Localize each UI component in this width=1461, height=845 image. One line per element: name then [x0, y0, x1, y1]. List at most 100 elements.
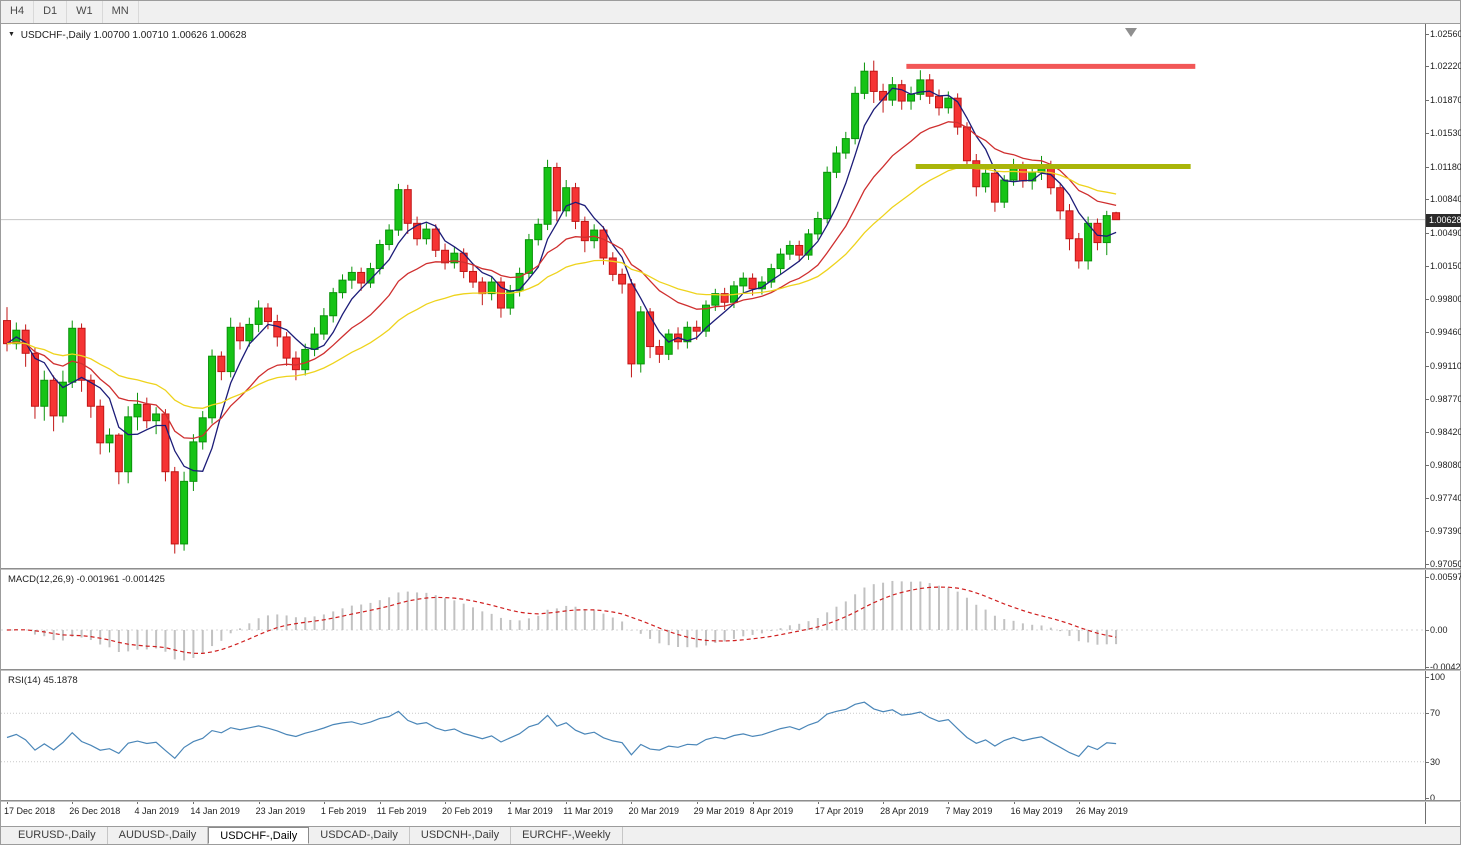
- date-axis-tick: [883, 801, 885, 804]
- price-axis-tick: [1425, 365, 1429, 367]
- chart-title: ▼ USDCHF-,Daily 1.00700 1.00710 1.00626 …: [8, 30, 246, 41]
- chart-tab-bar: EURUSD-,Daily AUDUSD-,Daily USDCHF-,Daily U…: [1, 826, 1460, 844]
- date-axis-tick: [193, 801, 195, 804]
- price-axis-label: 0.98080: [1430, 459, 1461, 470]
- price-axis-label: 0.97740: [1430, 492, 1461, 503]
- date-axis-label: 1 Feb 2019: [320, 806, 367, 816]
- price-axis-tick: [1425, 166, 1429, 168]
- price-axis-label: 0.97050: [1430, 559, 1461, 570]
- macd-axis-tick: [1425, 667, 1429, 668]
- rsi-indicator-label: RSI(14) 45.1878: [8, 675, 78, 686]
- price-axis-tick: [1425, 531, 1429, 533]
- price-axis-tick: [1425, 132, 1429, 134]
- price-axis-label: 1.02220: [1430, 61, 1461, 72]
- date-axis-tick: [752, 801, 754, 804]
- price-axis-label: 0.99800: [1430, 294, 1461, 305]
- macd-axis-label: 0.00597: [1430, 571, 1461, 582]
- ohlc-values: 1.00700 1.00710 1.00626 1.00628: [93, 30, 247, 41]
- date-axis-label: 8 Apr 2019: [749, 806, 794, 816]
- collapse-arrow-icon[interactable]: ▼: [8, 31, 15, 38]
- date-axis-tick: [7, 801, 8, 804]
- price-axis-tick: [1425, 265, 1429, 267]
- macd-axis-label: 0.00: [1430, 625, 1448, 635]
- timeframe-button-h4[interactable]: H4: [1, 1, 35, 23]
- rsi-axis-tick: [1425, 761, 1429, 763]
- date-axis-tick: [566, 801, 568, 804]
- tab-audusd-daily[interactable]: AUDUSD-,Daily: [108, 827, 209, 844]
- date-axis-tick: [631, 801, 633, 804]
- time-axis[interactable]: 17 Dec 2018 26 Dec 2018 4 Jan 2019 14 Jan 2…: [1, 800, 1425, 828]
- rsi-axis-tick: [1425, 798, 1429, 799]
- tab-usdcad-daily[interactable]: USDCAD-,Daily: [309, 827, 410, 844]
- date-axis-label: 29 Mar 2019: [693, 806, 745, 816]
- price-axis-label: 1.00840: [1430, 194, 1461, 205]
- axis-divider: [1425, 24, 1426, 824]
- macd-signal-value: -0.001425: [122, 574, 165, 585]
- date-axis-label: 7 May 2019: [945, 806, 993, 816]
- price-axis-tick: [1425, 100, 1429, 102]
- rsi-axis-tick: [1425, 713, 1429, 715]
- price-axis-label: 0.97390: [1430, 526, 1461, 537]
- timeframe-button-d1[interactable]: D1: [34, 1, 68, 23]
- date-axis-tick: [817, 801, 819, 804]
- price-axis-tick: [1425, 464, 1429, 466]
- date-axis-tick: [1078, 801, 1080, 804]
- rsi-value: 45.1878: [43, 675, 78, 686]
- date-axis-label: 11 Feb 2019: [376, 806, 427, 816]
- date-axis-label: 23 Jan 2019: [255, 806, 306, 816]
- price-axis-label: 1.00150: [1430, 260, 1461, 271]
- date-axis-tick: [379, 801, 381, 804]
- date-axis-label: 26 May 2019: [1075, 806, 1128, 816]
- rsi-axis-tick: [1425, 677, 1429, 678]
- date-axis-label: 17 Dec 2018: [4, 806, 56, 816]
- tab-usdcnh-daily[interactable]: USDCNH-,Daily: [410, 827, 512, 844]
- macd-axis-tick: [1425, 576, 1429, 578]
- tab-eurusd-daily[interactable]: EURUSD-,Daily: [7, 827, 108, 844]
- macd-axis-label: -0.004243: [1430, 662, 1461, 672]
- rsi-axis-label: 30: [1430, 756, 1441, 767]
- date-axis-label: 20 Feb 2019: [442, 806, 493, 816]
- price-axis-tick: [1425, 432, 1429, 434]
- rsi-name: RSI(14): [8, 675, 41, 686]
- price-axis-label: 1.01180: [1430, 161, 1461, 172]
- date-axis-label: 20 Mar 2019: [628, 806, 679, 816]
- timeframe-button-mn[interactable]: MN: [103, 1, 139, 23]
- tab-usdchf-daily[interactable]: USDCHF-,Daily: [208, 827, 310, 844]
- macd-main-value: -0.001961: [76, 574, 120, 585]
- price-axis-tick: [1425, 66, 1429, 68]
- rsi-axis-label: 70: [1430, 708, 1441, 719]
- shift-marker-icon: [1125, 28, 1137, 37]
- price-axis-label: 0.99110: [1430, 360, 1461, 371]
- price-axis-label: 0.99460: [1430, 327, 1461, 338]
- panel-separator-macd[interactable]: [1, 568, 1461, 570]
- price-axis-label: 0.98420: [1430, 427, 1461, 438]
- price-axis-label: 1.02560: [1430, 28, 1461, 39]
- price-axis-tick: [1425, 332, 1429, 334]
- macd-name: MACD(12,26,9): [8, 574, 74, 585]
- symbol-title: USDCHF-,Daily: [20, 30, 91, 41]
- price-axis-tick: [1425, 497, 1429, 499]
- price-axis-label: 1.01530: [1430, 127, 1461, 138]
- timeframe-toolbar: H4 D1 W1 MN: [1, 1, 1460, 24]
- date-axis-tick: [445, 801, 447, 804]
- price-axis-tick: [1425, 199, 1429, 201]
- tab-eurchf-weekly[interactable]: EURCHF-,Weekly: [511, 827, 623, 844]
- panel-separator-rsi[interactable]: [1, 669, 1461, 671]
- timeframe-button-w1[interactable]: W1: [67, 1, 103, 23]
- price-axis-tick: [1425, 299, 1429, 301]
- date-axis-label: 16 May 2019: [1010, 806, 1063, 816]
- date-axis-tick: [72, 801, 74, 804]
- price-axis-label: 1.01870: [1430, 95, 1461, 106]
- price-axis-tick: [1425, 398, 1429, 400]
- macd-axis-tick: [1425, 630, 1429, 631]
- date-axis-tick: [510, 801, 512, 804]
- price-axis-label: 1.00490: [1430, 227, 1461, 238]
- date-axis-tick: [696, 801, 698, 804]
- date-axis-tick: [258, 801, 260, 804]
- price-axis-tick: [1425, 232, 1429, 234]
- rsi-axis-label: 100: [1430, 672, 1446, 682]
- price-axis[interactable]: 1.02560 1.02220 1.01870 1.01530 1.01180 1.008…: [1425, 24, 1461, 824]
- date-axis-tick: [137, 801, 139, 804]
